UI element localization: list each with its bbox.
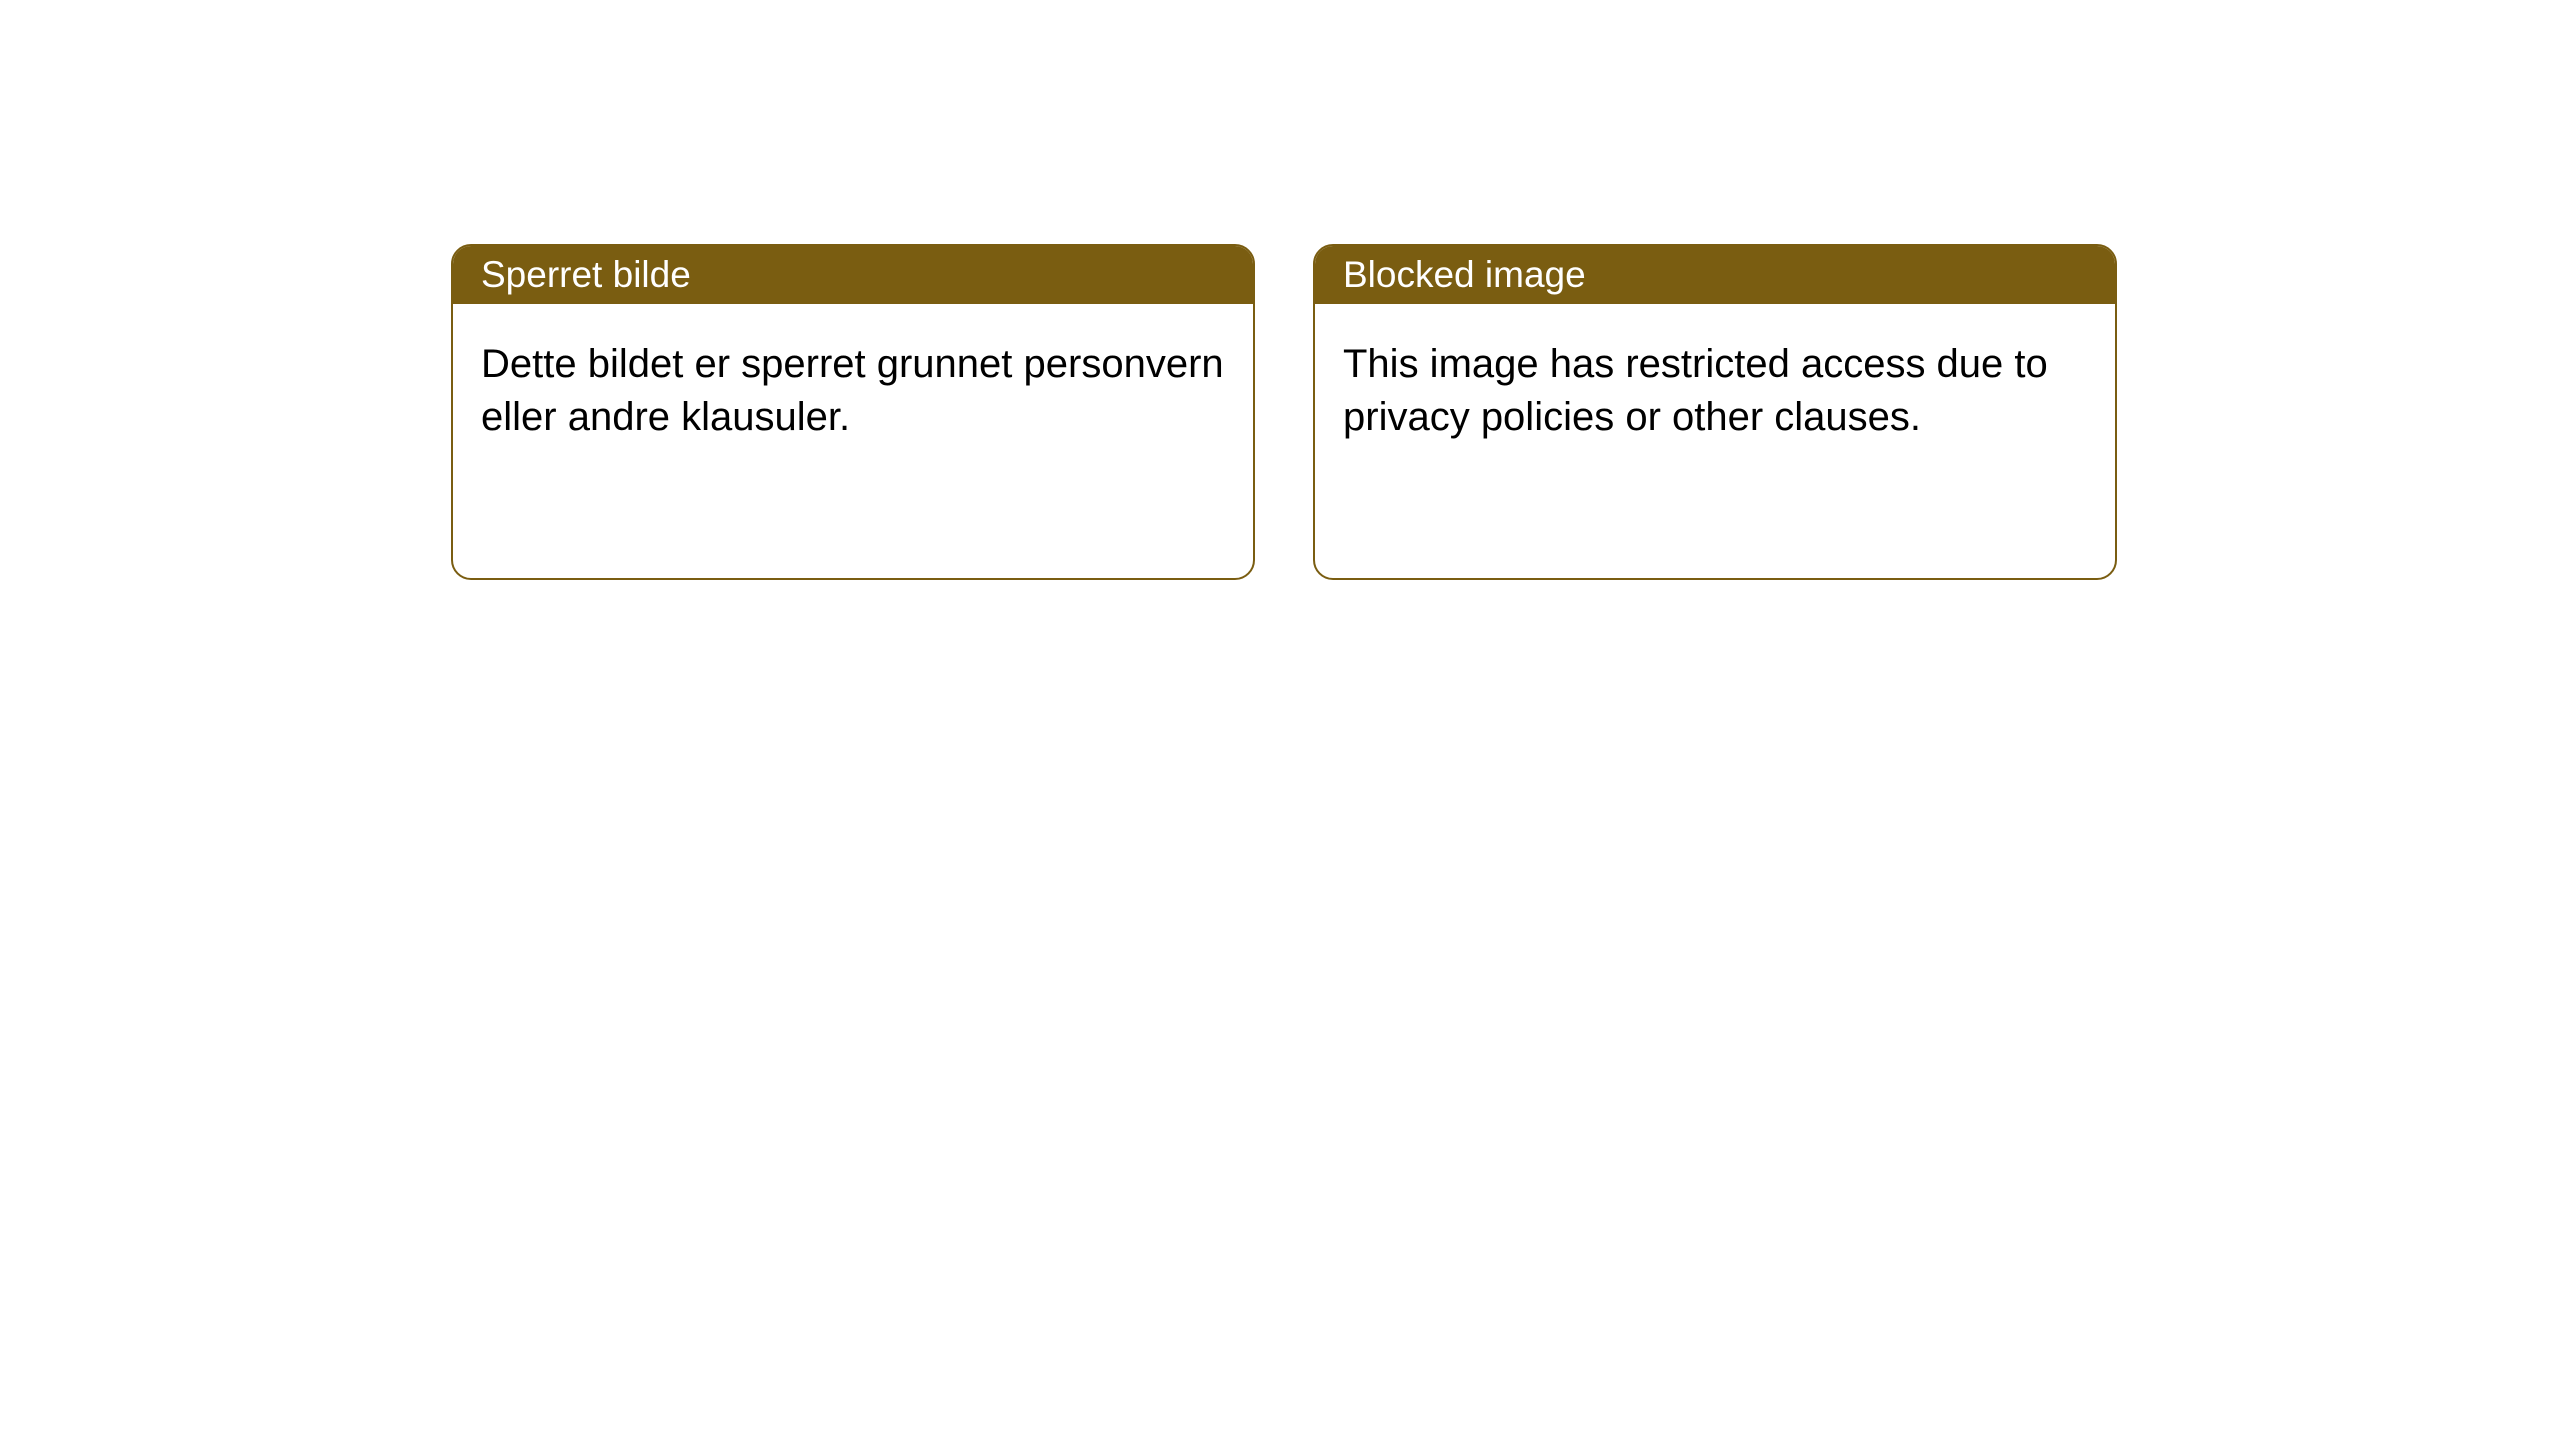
notice-card-english: Blocked image This image has restricted … bbox=[1313, 244, 2117, 580]
card-body: Dette bildet er sperret grunnet personve… bbox=[453, 304, 1253, 478]
card-title: Sperret bilde bbox=[453, 246, 1253, 304]
card-title: Blocked image bbox=[1315, 246, 2115, 304]
card-body: This image has restricted access due to … bbox=[1315, 304, 2115, 478]
notice-cards-container: Sperret bilde Dette bildet er sperret gr… bbox=[0, 0, 2560, 580]
notice-card-norwegian: Sperret bilde Dette bildet er sperret gr… bbox=[451, 244, 1255, 580]
